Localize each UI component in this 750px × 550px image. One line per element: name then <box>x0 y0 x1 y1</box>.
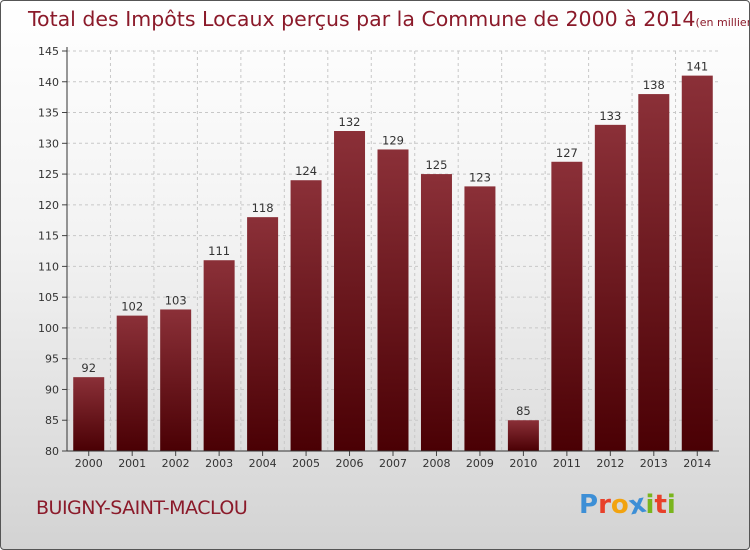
y-tick-label: 125 <box>38 168 59 181</box>
bar <box>290 180 322 451</box>
x-tick-label: 2003 <box>205 457 233 470</box>
x-tick-label: 2002 <box>162 457 190 470</box>
bar <box>160 309 192 451</box>
bar-value-label: 138 <box>643 78 665 92</box>
bar <box>203 260 235 451</box>
bar-value-label: 133 <box>599 109 621 123</box>
x-tick-label: 2011 <box>553 457 581 470</box>
bar <box>507 420 539 451</box>
bar-value-label: 127 <box>556 146 578 160</box>
x-tick-label: 2006 <box>336 457 364 470</box>
x-tick-label: 2013 <box>640 457 668 470</box>
bar-value-label: 125 <box>425 158 447 172</box>
bar-value-label: 123 <box>469 170 491 184</box>
title-text: Total des Impôts Locaux perçus par la Co… <box>28 7 696 31</box>
bar <box>247 217 279 451</box>
bar-value-label: 118 <box>252 201 274 215</box>
bar-value-label: 111 <box>208 244 230 258</box>
bar <box>377 149 409 451</box>
y-tick-label: 135 <box>38 107 59 120</box>
logo-letter: P <box>579 490 599 520</box>
y-tick-label: 120 <box>38 199 59 212</box>
x-tick-label: 2009 <box>466 457 494 470</box>
y-tick-label: 85 <box>45 414 59 427</box>
bar-value-label: 129 <box>382 133 404 147</box>
bar <box>464 186 496 451</box>
y-tick-label: 90 <box>45 383 59 396</box>
bar-value-label: 85 <box>516 404 531 418</box>
x-tick-label: 2000 <box>75 457 103 470</box>
bar <box>116 315 148 451</box>
logo-letter: r <box>598 490 611 520</box>
bar <box>334 131 366 451</box>
x-tick-label: 2008 <box>422 457 450 470</box>
logo-letter: o <box>610 490 629 520</box>
y-tick-label: 130 <box>38 137 59 150</box>
y-tick-label: 95 <box>45 353 59 366</box>
bar <box>638 94 670 452</box>
y-tick-label: 80 <box>45 445 59 458</box>
bar-value-label: 132 <box>339 115 361 129</box>
x-tick-label: 2012 <box>596 457 624 470</box>
x-tick-label: 2007 <box>379 457 407 470</box>
bar <box>73 377 105 451</box>
x-tick-label: 2004 <box>249 457 277 470</box>
y-tick-label: 110 <box>38 260 59 273</box>
bar <box>420 174 452 452</box>
logo-letter: i <box>645 490 655 520</box>
chart-title: Total des Impôts Locaux perçus par la Co… <box>28 7 749 31</box>
bar-value-label: 124 <box>295 164 317 178</box>
x-tick-label: 2005 <box>292 457 320 470</box>
bar <box>681 75 713 451</box>
bar-value-label: 92 <box>81 361 96 375</box>
y-tick-label: 100 <box>38 322 59 335</box>
unit-note: (en milliers d'€) <box>695 16 749 29</box>
y-tick-label: 145 <box>38 45 59 58</box>
x-tick-label: 2001 <box>118 457 146 470</box>
bar <box>551 161 583 451</box>
y-tick-label: 115 <box>38 230 59 243</box>
x-tick-label: 2014 <box>683 457 711 470</box>
bar-value-label: 102 <box>121 300 143 314</box>
logo-letter: t <box>654 490 667 520</box>
y-tick-label: 140 <box>38 76 59 89</box>
y-tick-label: 105 <box>38 291 59 304</box>
commune-name: BUIGNY-SAINT-MACLOU <box>36 497 248 519</box>
bar-value-label: 141 <box>686 60 708 74</box>
logo-letter: i <box>666 490 676 520</box>
bar <box>594 124 626 451</box>
bar-value-label: 103 <box>165 293 187 307</box>
x-tick-label: 2010 <box>509 457 537 470</box>
proxiti-logo[interactable]: Proxiti <box>579 489 676 522</box>
